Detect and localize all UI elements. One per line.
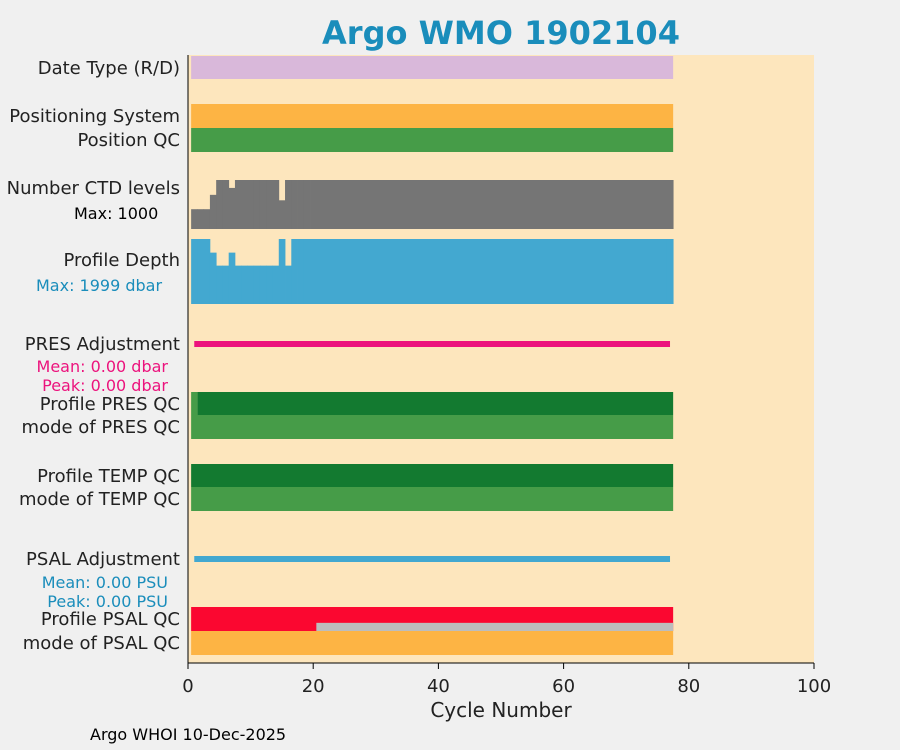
number-ctd-levels-bar-4 (216, 180, 223, 229)
x-tick-label-60: 60 (552, 676, 575, 697)
row-label-profile-temp-qc: Profile TEMP QC (37, 466, 180, 487)
profile-depth-bar-17 (297, 239, 305, 304)
profile-depth-bar-13 (272, 265, 280, 304)
profile-temp-qc-bar (191, 464, 674, 487)
number-ctd-levels-bar-1 (197, 209, 205, 229)
number-ctd-levels-bar-2 (203, 209, 211, 229)
number-ctd-levels-bar-20 (666, 180, 674, 229)
profile-depth-bar-20 (666, 239, 674, 304)
number-ctd-levels-bar-15 (285, 180, 292, 229)
profile-depth-bar-19 (310, 239, 668, 304)
row-label-mode-of-pres-qc: mode of PRES QC (22, 417, 180, 438)
row-label-psal-adjustment: PSAL Adjustment (26, 549, 180, 570)
profile-depth-bar-16 (291, 239, 298, 304)
number-ctd-levels-bar-16 (291, 180, 298, 229)
chart-marks (191, 56, 674, 655)
x-tick-label-80: 80 (677, 676, 700, 697)
number-ctd-levels-bar-19 (310, 180, 668, 229)
profile-depth-bar-14 (278, 239, 286, 304)
mode-of-pres-qc-bar (191, 415, 674, 439)
row-note-number-ctd-levels-0: Max: 1000 (74, 204, 158, 223)
number-ctd-levels-bar-11 (259, 180, 267, 229)
row-note-pres-adjustment-0: Mean: 0.00 dbar (37, 357, 169, 376)
number-ctd-levels-bar-3 (209, 194, 217, 229)
number-ctd-levels-bar-8 (241, 180, 248, 229)
x-axis-label: Cycle Number (430, 698, 572, 722)
row-label-number-ctd-levels: Number CTD levels (7, 178, 180, 199)
row-label-mode-of-psal-qc: mode of PSAL QC (23, 633, 180, 654)
profile-depth-bar-9 (247, 265, 255, 304)
profile-pres-qc-bar-first (191, 392, 198, 415)
x-tick-label-100: 100 (797, 676, 831, 697)
x-tick-label-0: 0 (182, 676, 193, 697)
row-note-psal-adjustment-0: Mean: 0.00 PSU (42, 573, 168, 592)
profile-depth-bar-8 (241, 265, 248, 304)
footer-credit: Argo WHOI 10-Dec-2025 (90, 725, 287, 744)
mode-of-temp-qc-bar (191, 487, 674, 511)
chart-title: Argo WMO 1902104 (322, 14, 680, 52)
profile-psal-qc-overlay-bar (316, 622, 674, 631)
profile-depth-bar-6 (228, 252, 236, 304)
profile-depth-bar-10 (253, 265, 261, 304)
profile-depth-bar-11 (259, 265, 267, 304)
number-ctd-levels-bar-7 (234, 180, 242, 229)
row-label-positioning-system: Positioning System (9, 106, 180, 127)
row-label-pres-adjustment: PRES Adjustment (25, 334, 180, 355)
row-note-psal-adjustment-1: Peak: 0.00 PSU (47, 592, 168, 611)
row-note-profile-depth-0: Max: 1999 dbar (36, 276, 162, 295)
number-ctd-levels-bar-10 (253, 180, 261, 229)
number-ctd-levels-bar-5 (222, 180, 230, 229)
profile-depth-bar-3 (209, 252, 217, 304)
row-label-date-type-r-d: Date Type (R/D) (38, 58, 180, 79)
row-labels: Date Type (R/D) Positioning System Positio… (7, 58, 180, 654)
profile-depth-bar-12 (266, 265, 273, 304)
number-ctd-levels-bar-17 (297, 180, 305, 229)
row-note-pres-adjustment-1: Peak: 0.00 dbar (42, 376, 168, 395)
pres-adjustment-bar (194, 341, 671, 347)
date-type-r-d-bar (191, 56, 674, 79)
row-label-mode-of-temp-qc: mode of TEMP QC (19, 489, 180, 510)
number-ctd-levels-bar-9 (247, 180, 255, 229)
number-ctd-levels-bar-0 (191, 209, 198, 229)
psal-adjustment-bar (194, 556, 671, 562)
profile-depth-bar-2 (203, 239, 211, 304)
number-ctd-levels-bar-6 (228, 187, 236, 229)
row-label-profile-psal-qc: Profile PSAL QC (41, 609, 180, 630)
profile-pres-qc-bar (197, 392, 674, 415)
positioning-system-bar (191, 104, 674, 128)
position-qc-bar (191, 128, 674, 152)
x-tick-label-40: 40 (427, 676, 450, 697)
profile-depth-bar-7 (234, 265, 242, 304)
mode-of-psal-qc-bar (191, 631, 674, 655)
number-ctd-levels-bar-18 (303, 180, 311, 229)
profile-depth-bar-5 (222, 265, 230, 304)
number-ctd-levels-bar-13 (272, 180, 280, 229)
row-label-profile-pres-qc: Profile PRES QC (40, 394, 180, 415)
profile-depth-bar-4 (216, 265, 223, 304)
x-axis: 0 20 40 60 80 100 (182, 663, 831, 697)
row-label-profile-depth: Profile Depth (63, 250, 180, 271)
profile-depth-bar-1 (197, 239, 205, 304)
number-ctd-levels-bar-14 (278, 200, 286, 229)
profile-depth-bar-18 (303, 239, 311, 304)
row-label-position-qc: Position QC (77, 130, 180, 151)
profile-depth-bar-15 (285, 265, 292, 304)
number-ctd-levels-bar-12 (266, 180, 273, 229)
x-tick-label-20: 20 (302, 676, 325, 697)
profile-depth-bar-0 (191, 239, 198, 304)
